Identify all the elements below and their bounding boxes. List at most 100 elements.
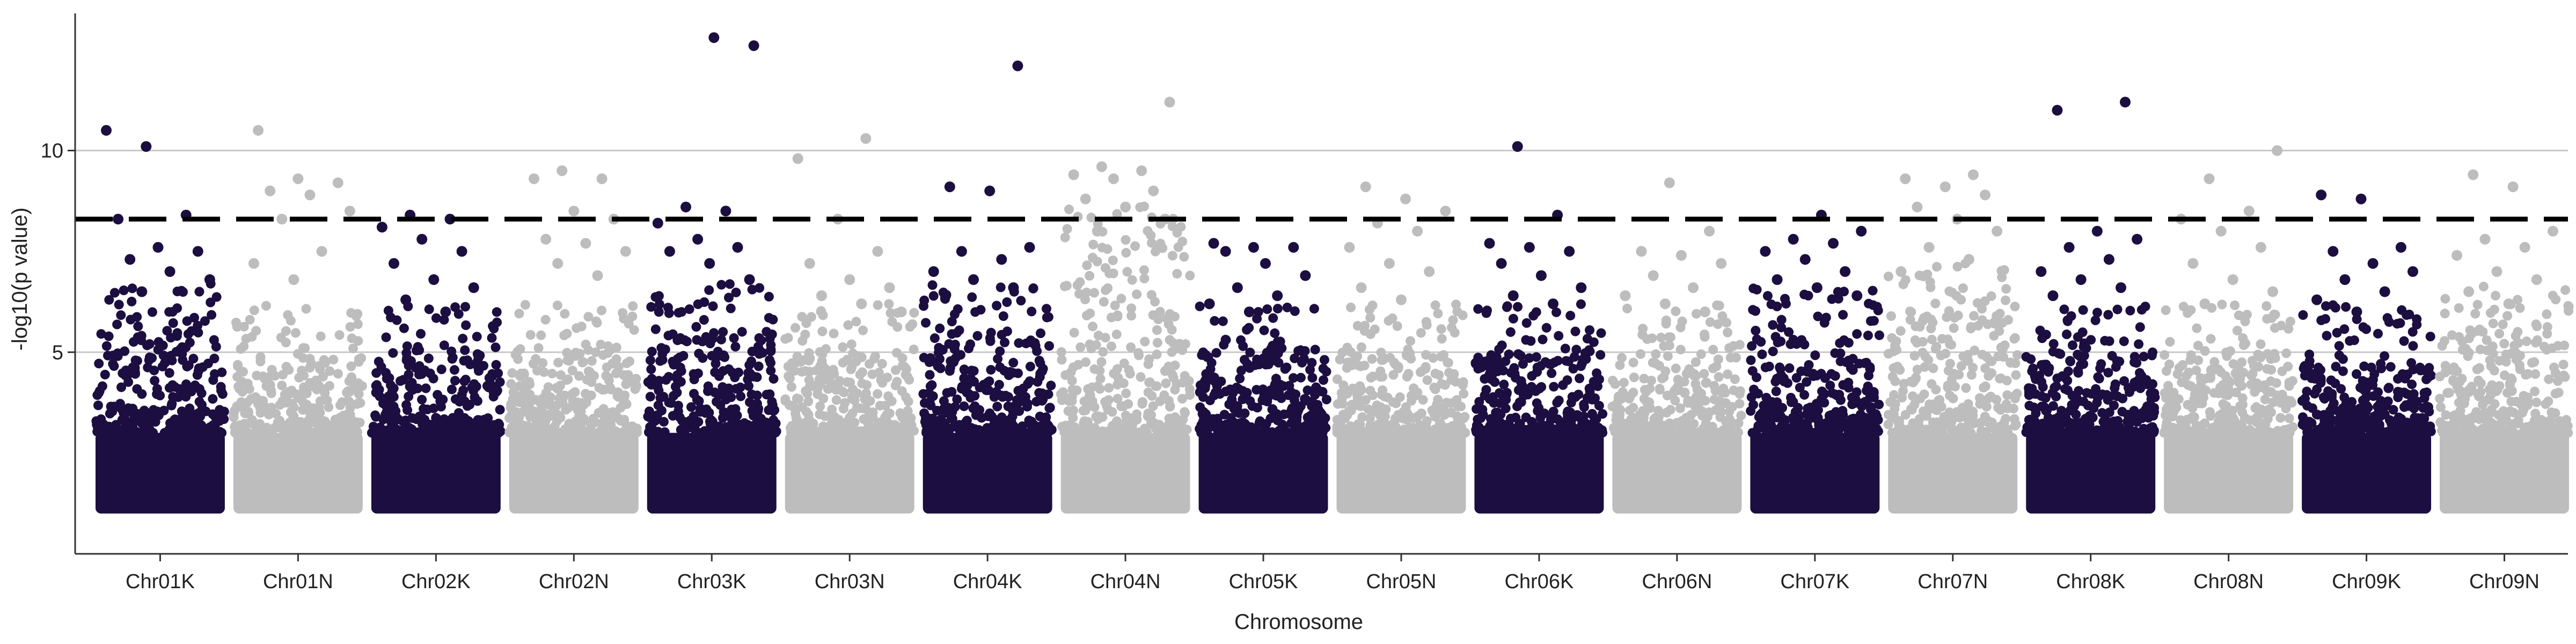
- snp-point: [1502, 389, 1512, 399]
- snp-bulk: [2026, 433, 2156, 514]
- snp-point: [104, 295, 114, 305]
- snp-point: [278, 370, 288, 380]
- snp-point: [1699, 369, 1709, 379]
- snp-point: [495, 405, 505, 415]
- snp-point: [299, 370, 309, 380]
- snp-point: [1130, 241, 1140, 251]
- snp-point: [1869, 387, 1879, 397]
- snp-point: [1622, 303, 1632, 313]
- snp-point: [726, 303, 736, 313]
- top-hit-point: [1424, 266, 1435, 277]
- snp-point: [1116, 294, 1126, 304]
- snp-point: [1112, 416, 1122, 426]
- snp-point: [730, 342, 741, 352]
- snp-point: [1835, 338, 1845, 348]
- snp-point: [1422, 320, 1432, 330]
- snp-point: [1195, 380, 1205, 390]
- snp-point: [1587, 409, 1597, 419]
- snp-point: [803, 397, 814, 407]
- snp-point: [1651, 349, 1661, 359]
- snp-point: [1008, 357, 1019, 368]
- snp-point: [972, 331, 983, 341]
- chromosome-series-Chr02N: [504, 165, 642, 514]
- snp-point: [747, 406, 757, 416]
- snp-point: [2001, 295, 2010, 305]
- top-hit-point: [680, 201, 691, 213]
- top-hit-point: [1248, 241, 1259, 253]
- top-hit-point: [1108, 173, 1119, 185]
- snp-point: [1443, 358, 1453, 368]
- snp-point: [176, 427, 186, 437]
- snp-point: [1982, 352, 1992, 362]
- snp-point: [918, 389, 928, 399]
- snp-point: [1356, 342, 1366, 352]
- snp-point: [1729, 385, 1739, 396]
- snp-point: [678, 428, 689, 437]
- snp-point: [1021, 338, 1031, 348]
- snp-point: [1182, 375, 1192, 385]
- snp-point: [1123, 419, 1133, 429]
- snp-point: [1314, 417, 1324, 427]
- snp-point: [831, 385, 841, 395]
- snp-point: [2003, 315, 2013, 325]
- snp-point: [1476, 362, 1487, 372]
- snp-point: [1095, 374, 1106, 384]
- snp-point: [2028, 363, 2038, 374]
- snp-point: [1838, 406, 1848, 416]
- snp-point: [400, 427, 410, 437]
- snp-point: [1093, 331, 1103, 341]
- snp-point: [870, 351, 880, 361]
- snp-point: [2238, 368, 2249, 378]
- top-hit-point: [1024, 241, 1035, 253]
- top-hit-point: [1923, 241, 1935, 253]
- top-hit-point: [944, 181, 955, 193]
- snp-point: [827, 404, 837, 414]
- snp-point: [1726, 418, 1737, 428]
- snp-point: [1751, 326, 1761, 335]
- top-hit-point: [1799, 254, 1811, 265]
- snp-point: [731, 287, 741, 297]
- snp-point: [386, 418, 397, 428]
- snp-point: [1547, 368, 1557, 378]
- snp-point: [1928, 363, 1938, 374]
- snp-point: [1153, 314, 1163, 325]
- snp-point: [1931, 384, 1941, 394]
- snp-point: [632, 427, 642, 437]
- snp-point: [120, 346, 130, 356]
- snp-point: [552, 416, 562, 427]
- chromosome-series-Chr04K: [918, 60, 1057, 514]
- snp-point: [316, 331, 326, 341]
- snp-point: [419, 404, 429, 414]
- snp-point: [1700, 332, 1710, 342]
- snp-point: [1069, 327, 1079, 338]
- top-hit-point: [928, 266, 939, 277]
- snp-point: [1802, 422, 1812, 433]
- snp-point: [138, 409, 149, 419]
- top-hit-point: [164, 266, 175, 277]
- snp-point: [792, 352, 802, 362]
- snp-point: [627, 375, 637, 385]
- snp-point: [792, 415, 802, 425]
- snp-point: [1148, 401, 1158, 411]
- snp-point: [473, 363, 484, 373]
- snp-bulk: [371, 433, 501, 514]
- snp-point: [1238, 386, 1248, 396]
- snp-point: [831, 395, 841, 405]
- snp-point: [2225, 346, 2235, 356]
- snp-point: [487, 381, 497, 391]
- snp-point: [1928, 417, 1938, 427]
- snp-point: [2002, 403, 2012, 413]
- snp-point: [704, 407, 714, 418]
- snp-point: [1616, 417, 1626, 427]
- chromosome-series-Chr04N: [1056, 97, 1195, 514]
- snp-point: [2139, 352, 2149, 362]
- snp-point: [1562, 375, 1572, 385]
- snp-point: [374, 385, 384, 394]
- snp-point: [716, 280, 727, 290]
- top-hit-point: [1967, 169, 1979, 180]
- chromosome-series-Chr08N: [2159, 145, 2298, 514]
- snp-point: [495, 377, 505, 387]
- snp-point: [459, 413, 470, 423]
- snp-point: [794, 394, 804, 404]
- snp-point: [805, 353, 815, 363]
